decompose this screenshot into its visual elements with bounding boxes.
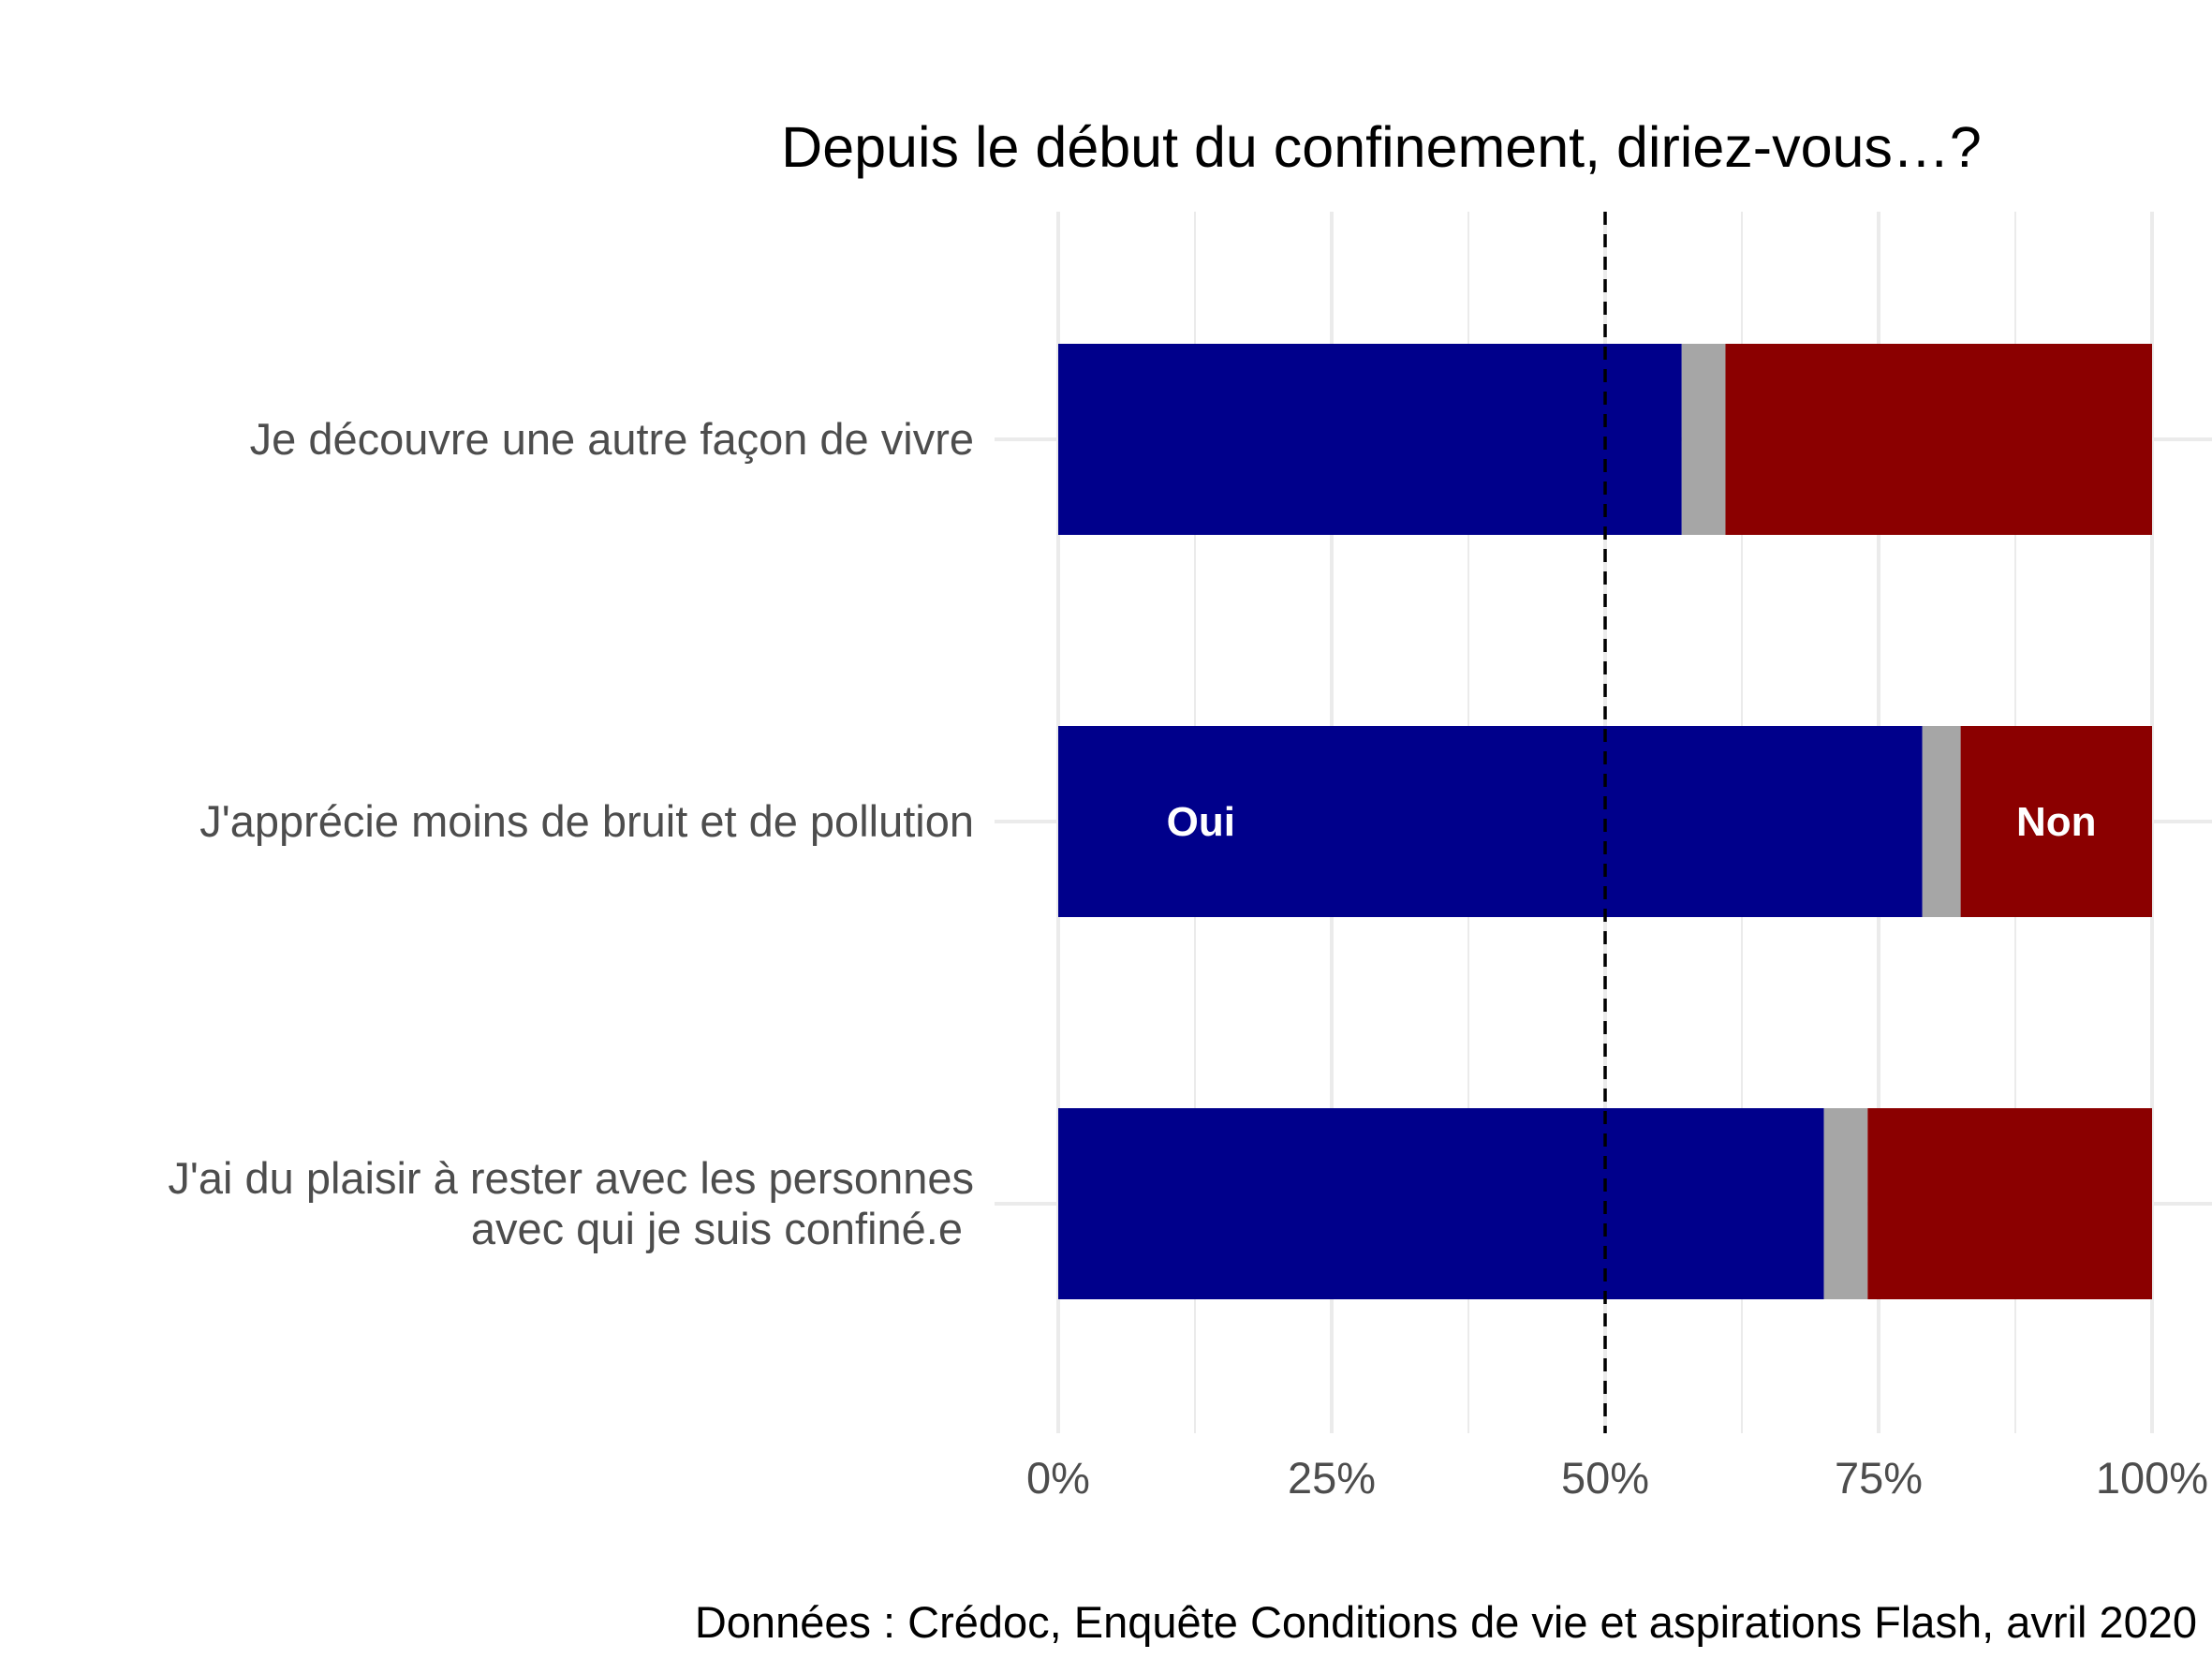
x-tick-label: 0% (1026, 1453, 1090, 1503)
category-label: avec qui je suis confiné.e (471, 1204, 963, 1253)
x-tick-label: 50% (1561, 1453, 1649, 1503)
category-label: J'apprécie moins de bruit et de pollutio… (199, 796, 974, 846)
x-tick-label: 25% (1288, 1453, 1376, 1503)
category-label: J'ai du plaisir à rester avec les person… (168, 1153, 974, 1203)
bar-segment (1058, 344, 1682, 535)
bar-segment (1058, 1108, 1824, 1299)
x-tick-label: 75% (1835, 1453, 1923, 1503)
segment-label-right: Non (2016, 799, 2097, 845)
x-tick-label: 100% (2096, 1453, 2208, 1503)
labels: Je découvre une autre façon de vivre J'ap… (168, 414, 2208, 1503)
category-label: Je découvre une autre façon de vivre (250, 414, 974, 464)
bar-segment (1922, 726, 1961, 917)
bar-segment (1058, 726, 1923, 917)
chart-title: Depuis le début du confinement, diriez-v… (781, 115, 1982, 179)
bar-segment (1867, 1108, 2152, 1299)
bar-segment (1960, 726, 2152, 917)
chart-caption: Données : Crédoc, Enquête Conditions de … (695, 1597, 2197, 1647)
bar-segment (1823, 1108, 1868, 1299)
bars (1058, 344, 2152, 1299)
bar-segment (1681, 344, 1726, 535)
segment-label-left: Oui (1167, 799, 1235, 845)
bar-segment (1725, 344, 2152, 535)
